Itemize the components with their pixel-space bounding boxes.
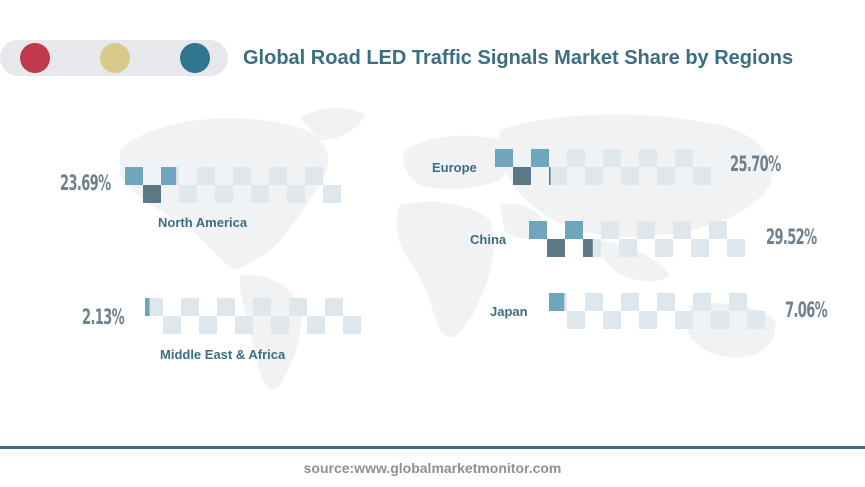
bar-cell-china-empty [601,221,619,239]
bar-cell-middle-east-africa-empty [199,316,217,334]
bar-cell-north-america-filled [125,167,143,185]
bar-cell-japan-empty [711,311,729,329]
bar-cell-china-empty [727,239,745,257]
bar-cell-europe-empty [621,167,639,185]
bar-cell-north-america-empty [179,185,197,203]
teal-dot [180,43,210,73]
bar-cell-middle-east-africa-empty [289,298,307,316]
bar-cell-europe-empty [675,149,693,167]
chart-title: Global Road LED Traffic Signals Market S… [243,47,794,69]
bar-cell-japan-empty [603,311,621,329]
bar-cell-china-filled [529,221,547,239]
bar-cell-china-empty [673,221,691,239]
bar-cell-europe-empty [603,149,621,167]
bar-cell-middle-east-africa-empty [217,298,235,316]
bar-cell-europe-empty [567,149,585,167]
bar-cell-japan-empty [693,293,711,311]
bar-cell-north-america-empty [233,167,251,185]
bar-cell-japan-empty [639,311,657,329]
region-label-europe: Europe [432,160,477,175]
bar-cell-middle-east-africa-empty [343,316,361,334]
percent-label-middle-east-africa: 2.13% [82,305,125,329]
bar-cell-japan-empty [747,311,765,329]
bar-cell-middle-east-africa-empty [325,298,343,316]
bar-cell-middle-east-africa-empty [163,316,181,334]
bar-cell-north-america-empty [323,185,341,203]
footer-divider [0,446,865,449]
bar-cell-europe-partial [549,167,551,185]
bar-cell-north-america-filled [143,185,161,203]
bar-cell-china-partial [583,239,593,257]
bar-cell-china-empty [691,239,709,257]
bar-cell-japan-empty [675,311,693,329]
bar-cell-japan-empty [729,293,747,311]
source-text: source:www.globalmarketmonitor.com [303,460,562,476]
yellow-dot [100,43,130,73]
percent-label-china: 29.52% [766,225,817,249]
bar-cell-north-america-empty [197,167,215,185]
bar-cell-middle-east-africa-empty [253,298,271,316]
bar-cell-north-america-empty [215,185,233,203]
bar-cell-middle-east-africa-partial [145,298,150,316]
bar-cell-europe-filled [495,149,513,167]
bar-cell-middle-east-africa-empty [271,316,289,334]
bar-cell-china-filled [565,221,583,239]
bar-cell-middle-east-africa-empty [235,316,253,334]
bar-cell-china-empty [637,221,655,239]
bar-cell-china-empty [655,239,673,257]
bar-cell-japan-empty [585,293,603,311]
percent-label-north-america: 23.69% [60,171,111,195]
bar-cell-north-america-empty [269,167,287,185]
region-label-middle-east-africa: Middle East & Africa [160,347,286,362]
bar-cell-china-filled [547,239,565,257]
bar-cell-japan-partial [549,293,565,311]
bar-cell-europe-filled [513,167,531,185]
bar-cell-japan-empty [567,311,585,329]
bar-cell-middle-east-africa-empty [181,298,199,316]
bar-cell-north-america-empty [305,167,323,185]
bar-cell-china-empty [709,221,727,239]
bar-cell-japan-empty [621,293,639,311]
bar-cell-europe-empty [693,167,711,185]
bar-cell-europe-filled [531,149,549,167]
bar-cell-north-america-empty [251,185,269,203]
bar-cell-china-empty [619,239,637,257]
region-label-japan: Japan [490,304,528,319]
bar-cell-europe-empty [657,167,675,185]
bar-cell-middle-east-africa-empty [307,316,325,334]
percent-label-japan: 7.06% [785,298,828,322]
bar-cell-north-america-partial [161,167,177,185]
region-label-china: China [470,232,507,247]
bar-cell-europe-empty [585,167,603,185]
region-label-north-america: North America [158,215,248,230]
red-dot [20,43,50,73]
bar-cell-north-america-empty [287,185,305,203]
bar-cell-europe-empty [639,149,657,167]
bar-cell-japan-empty [657,293,675,311]
percent-label-europe: 25.70% [730,152,781,176]
bar-cell-europe-empty [549,167,567,185]
